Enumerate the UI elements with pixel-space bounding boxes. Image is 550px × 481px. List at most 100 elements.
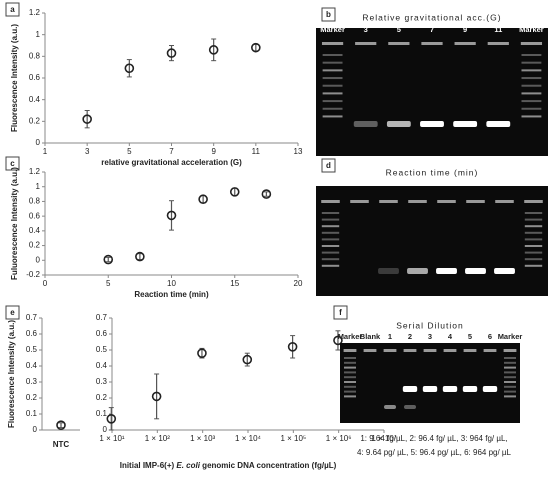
error-bar [154,373,160,420]
ladder-band [524,225,543,228]
y-tick-label: 0.2 [29,116,41,125]
data-point [242,354,253,365]
data-point [229,187,240,197]
error-bar [211,38,217,62]
ladder-band [321,251,340,254]
x-tick-label: 10 [167,279,176,288]
data-point [135,251,145,262]
dna-band [465,268,486,274]
ladder-band [524,218,543,221]
dna-band [404,405,416,409]
y-tick-label: 0 [103,425,108,434]
lane-label: 3 [364,25,368,34]
ladder-band [321,238,340,241]
lane-label: 3 [428,332,432,341]
ladder-band [321,225,340,228]
panel-label-box [333,305,348,320]
data-point [124,63,135,74]
gel-caption: 1: 9.64 fg/µL, 2: 96.4 fg/ µL, 3: 964 fg… [360,434,507,443]
lane-label: 10 [413,179,421,188]
data-point [166,210,177,221]
ladder-band [344,395,356,398]
gel-well [321,42,344,45]
data-point [103,254,114,265]
gel-well [408,200,427,203]
lane-label: 2 [408,332,412,341]
dna-band [462,386,478,392]
ladder-band [321,218,340,221]
gel-title: Relative gravitational acc.(G) [362,12,501,22]
gel-well [321,200,340,203]
data-point [251,42,261,53]
x-tick-label: 1 × 10³ [190,434,215,443]
ladder-band [504,357,516,359]
dna-band [353,121,378,127]
y-tick-label: 0.1 [96,409,108,418]
y-axis-label: Fluorescence Intensity (a.u.) [10,24,19,132]
lane-label: 6 [488,332,492,341]
lane-label: 1 [388,332,392,341]
data-point [197,348,207,359]
y-tick-label: 0.7 [26,313,38,322]
y-tick-label: 1.2 [29,8,41,17]
dna-band [482,386,498,392]
x-tick-label: NTC [53,440,70,449]
y-tick-label: 0.6 [96,329,108,338]
lane-label: 15 [471,179,479,188]
ladder-band [524,245,543,247]
y-tick-label: 0.3 [26,377,38,386]
gel-well [524,200,543,203]
ladder-band [504,371,516,374]
lane-label: 5 [468,332,472,341]
error-bar [335,330,341,351]
ladder-band [322,77,343,80]
x-tick-label: 0 [43,279,48,288]
ladder-band [344,385,356,388]
ladder-band [344,361,356,364]
ladder-band [521,69,542,72]
gel-well [383,349,397,352]
gel-well [466,200,485,203]
x-tick-label: 7 [169,147,174,156]
lane-label: 11 [494,25,502,34]
data-point [198,194,208,205]
ladder-band [321,231,340,234]
ladder-band [344,371,356,374]
y-tick-label: 0.2 [29,241,41,250]
ladder-band [322,115,343,118]
dna-band [486,121,511,127]
ladder-band [521,77,542,80]
y-tick-label: -0.2 [26,270,40,279]
panel-label-box [5,156,20,171]
ladder-band [504,390,516,393]
error-bar [232,187,238,197]
x-tick-label: 5 [127,147,132,156]
lane-label: 5 [357,179,361,188]
data-point [82,114,92,124]
ladder-band [521,54,542,56]
lane-label: 12.5 [439,179,454,188]
y-axis-label: Fuluorescence Intensity (a.u.) [10,167,19,280]
x-axis-label-part: genomic DNA concentration (fg/µL) [200,461,337,470]
ladder-band [344,390,356,393]
gel-well [495,200,514,203]
data-point [106,413,117,424]
lane-label: Marker [498,332,523,341]
error-bar [200,195,206,204]
ladder-band [524,231,543,234]
ladder-band [344,376,356,379]
gel-well [503,349,517,352]
y-tick-label: 0.5 [26,345,38,354]
gel-well [355,42,377,45]
ladder-band [504,361,516,364]
x-axis-label-part: E. coli [176,461,200,470]
ladder-band [321,212,340,214]
ladder-band [524,258,543,261]
panel-label: f [339,308,342,317]
panel-label-box [321,158,336,173]
gel-image [316,186,548,296]
dna-band [384,405,396,409]
ladder-band [524,238,543,241]
gel-image [316,28,548,156]
